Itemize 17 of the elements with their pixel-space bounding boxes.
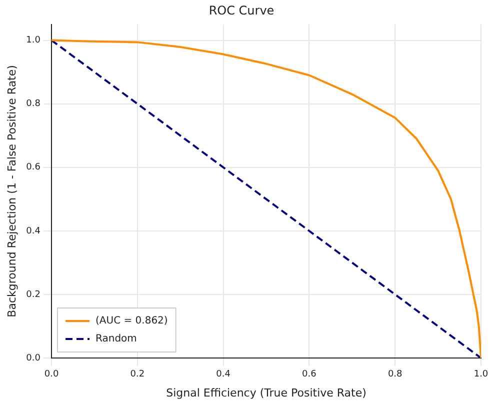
y-tick-label: 0.6 xyxy=(26,162,41,173)
x-axis-title: Signal Efficiency (True Positive Rate) xyxy=(166,386,366,400)
legend-label: Random xyxy=(96,334,137,345)
x-tick-label: 1.0 xyxy=(474,370,488,380)
y-tick-label: 0.0 xyxy=(26,353,41,364)
x-tick-label: 0.2 xyxy=(130,370,145,380)
chart-title: ROC Curve xyxy=(208,3,274,18)
y-tick-label: 1.0 xyxy=(26,36,41,46)
y-tick-label: 0.2 xyxy=(26,290,41,300)
x-tick-label: 0.8 xyxy=(388,370,403,380)
y-tick-label: 0.4 xyxy=(26,226,41,236)
y-tick-label: 0.8 xyxy=(26,99,41,110)
x-tick-label: 0.0 xyxy=(44,370,59,380)
y-axis-title: Background Rejection (1 - False Positive Rate) xyxy=(5,65,18,318)
x-tick-label: 0.4 xyxy=(216,370,231,380)
legend-label: (AUC = 0.862) xyxy=(96,316,168,327)
x-tick-label: 0.6 xyxy=(302,370,317,380)
